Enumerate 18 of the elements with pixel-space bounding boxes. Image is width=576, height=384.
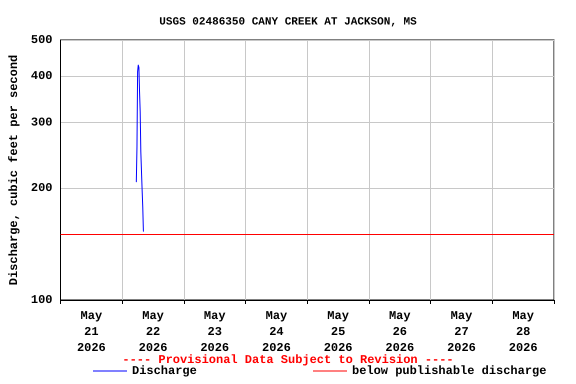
x-tick-label: May 26 2026 [385, 309, 414, 355]
x-tick-label: May 23 2026 [200, 309, 230, 355]
legend-label: below publishable discharge [352, 364, 546, 378]
y-tick-label: 500 [30, 33, 53, 47]
x-tick-label: May 22 2026 [138, 309, 168, 355]
x-tick-label: May 28 2026 [508, 309, 538, 355]
y-axis-title: Discharge, cubic feet per second [7, 54, 21, 286]
y-tick-label: 400 [30, 69, 53, 84]
y-tick-label: 300 [30, 116, 53, 130]
y-tick-label: 100 [30, 293, 53, 307]
x-tick-label: May 21 2026 [76, 309, 106, 355]
chart-title: USGS 02486350 CANY CREEK AT JACKSON, MS [159, 16, 418, 28]
x-tick-label: May 24 2026 [262, 309, 291, 355]
line-series [136, 64, 144, 232]
x-tick-label: May 25 2026 [324, 309, 352, 355]
y-tick-label: 200 [30, 181, 53, 196]
legend-label: Discharge [132, 364, 197, 378]
x-tick-label: May 27 2026 [447, 309, 476, 355]
